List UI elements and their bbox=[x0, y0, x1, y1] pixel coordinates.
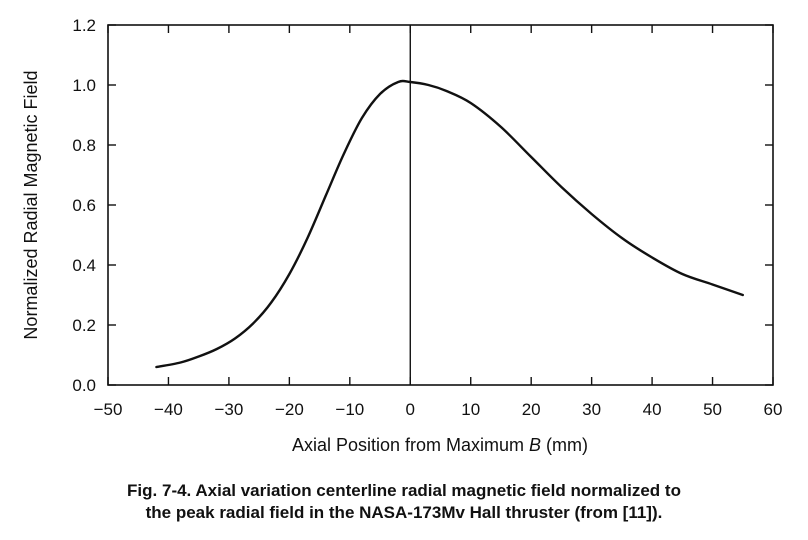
plot-frame bbox=[107, 24, 774, 386]
y-tick-label: 0.2 bbox=[72, 316, 96, 335]
x-tick-label: 10 bbox=[461, 400, 480, 419]
y-tick-label: 0.0 bbox=[72, 376, 96, 395]
caption-line-1: Fig. 7-4. Axial variation centerline rad… bbox=[127, 481, 681, 500]
y-tick-label: 1.0 bbox=[72, 76, 96, 95]
x-axis-title: Axial Position from Maximum B (mm) bbox=[292, 435, 588, 455]
y-tick-label: 0.8 bbox=[72, 136, 96, 155]
y-tick-label: 0.6 bbox=[72, 196, 96, 215]
line-chart: −50 −40 −30 −20 −10 0 10 20 30 40 50 60 0.0 0.2 0.4 0.6… bbox=[21, 16, 782, 455]
x-tick-label: −20 bbox=[275, 400, 304, 419]
x-tick-label: −10 bbox=[335, 400, 364, 419]
axis-ticks bbox=[107, 24, 774, 386]
x-tick-label: 20 bbox=[522, 400, 541, 419]
x-tick-label: 0 bbox=[406, 400, 415, 419]
x-tick-label: −50 bbox=[94, 400, 123, 419]
x-tick-label: 60 bbox=[764, 400, 783, 419]
figure-caption: Fig. 7-4. Axial variation centerline rad… bbox=[0, 480, 808, 524]
x-tick-label: 40 bbox=[643, 400, 662, 419]
y-tick-label: 1.2 bbox=[72, 16, 96, 35]
series-line bbox=[155, 79, 744, 369]
caption-line-2: the peak radial field in the NASA-173Mv … bbox=[145, 503, 663, 522]
x-tick-label: −40 bbox=[154, 400, 183, 419]
x-tick-label: 30 bbox=[582, 400, 601, 419]
y-axis-title: Normalized Radial Magnetic Field bbox=[21, 70, 41, 339]
x-tick-label: 50 bbox=[703, 400, 722, 419]
y-tick-label: 0.4 bbox=[72, 256, 96, 275]
x-tick-label: −30 bbox=[214, 400, 243, 419]
axis-tick-labels: −50 −40 −30 −20 −10 0 10 20 30 40 50 60 0.0 0.2 0.4 0.6… bbox=[72, 16, 782, 419]
